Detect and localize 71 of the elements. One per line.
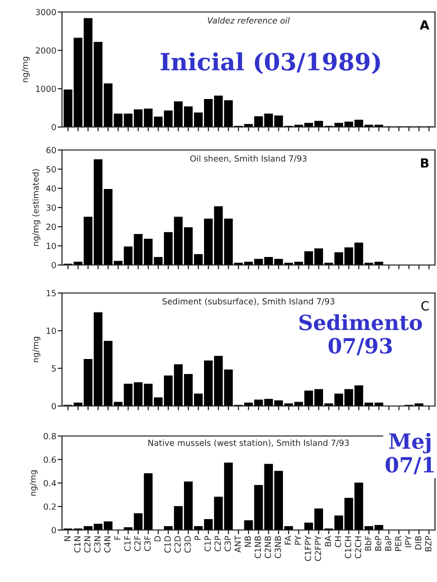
- y-axis-title: ng/mg: [22, 56, 30, 82]
- x-tick-label: BaP: [385, 536, 392, 551]
- x-tick-label: BeP: [375, 536, 382, 551]
- x-tick-label: C3NB: [274, 536, 281, 558]
- x-tick-label: C3F: [144, 536, 151, 551]
- x-tick-label: C3N: [94, 536, 101, 552]
- y-tick-label: 0.6: [44, 456, 56, 463]
- text: Sediment (subsurface), Smith Island 7/93: [162, 298, 334, 306]
- y-tick-label: 5: [52, 365, 56, 372]
- x-tick-label: C1CH: [344, 536, 352, 558]
- y-tick-label: 0.4: [44, 480, 56, 486]
- x-tick-label: C1N: [74, 536, 80, 552]
- x-tick-label: C1P: [204, 536, 211, 552]
- chart-title: Native mussels (west station), Smith Island 7/93: [148, 439, 349, 447]
- x-tick-label: C1FPY: [304, 536, 312, 561]
- y-tick-label: 10: [46, 328, 56, 334]
- y-tick-label: 0: [52, 262, 56, 268]
- x-tick-label: C3D: [184, 536, 191, 553]
- y-tick-label: 15: [46, 290, 56, 296]
- x-tick-label: C4N: [104, 536, 111, 552]
- y-tick-label: 1000: [36, 86, 56, 92]
- x-tick-label: ANT: [234, 536, 241, 553]
- x-tick-label: C3P: [224, 536, 231, 552]
- y-tick-label: 10: [46, 242, 56, 250]
- annotation: Mej 07/1: [386, 432, 434, 474]
- y-axis-title: ng/mg (estimated): [32, 169, 40, 246]
- y-tick-label: 0.2: [44, 503, 56, 510]
- x-tick-label: CH: [334, 536, 342, 548]
- y-tick-label: 20: [46, 224, 56, 230]
- x-tick-label: BA: [324, 536, 332, 546]
- y-tick-label: 0.8: [44, 432, 56, 440]
- text: Oil sheen, Smith Island 7/93: [190, 155, 307, 162]
- x-tick-label: C2N: [84, 536, 90, 552]
- x-tick-label: C1NB: [254, 536, 261, 558]
- x-tick-label: IPY: [405, 536, 412, 548]
- x-tick-label: PY: [294, 536, 301, 545]
- x-tick-label: PER: [395, 536, 402, 551]
- x-tick-label: C2P: [214, 536, 221, 552]
- x-tick-label: C2NB: [264, 536, 271, 558]
- x-tick-label: C2F: [134, 536, 141, 551]
- y-tick-label: 60: [46, 146, 56, 154]
- x-tick-label: NB: [244, 536, 251, 547]
- y-axis-title: ng/mg: [32, 336, 40, 362]
- x-tick-label: C2CH: [354, 536, 362, 558]
- y-tick-label: 40: [46, 185, 56, 192]
- x-tick-label: BZP: [425, 536, 432, 552]
- x-tick-label: BbF: [364, 536, 372, 551]
- annotation: Sedimento 07/93: [299, 314, 422, 356]
- x-tick-label: DIB: [415, 536, 422, 550]
- y-tick-label: 0: [52, 402, 56, 410]
- annotation: C: [421, 301, 429, 311]
- y-tick-label: 0: [52, 124, 56, 130]
- x-tick-label: N: [64, 536, 70, 541]
- x-tick-label: D: [154, 536, 161, 542]
- x-tick-label: C2FPY: [314, 536, 322, 561]
- x-tick-label: C1F: [124, 536, 131, 551]
- y-tick-label: 30: [46, 204, 56, 211]
- x-tick-label: FA: [284, 536, 291, 544]
- annotation: Inicial (03/1989): [160, 52, 380, 74]
- y-tick-label: 3000: [36, 8, 56, 16]
- x-tick-label: C1D: [164, 536, 171, 553]
- x-tick-label: C2D: [174, 536, 181, 553]
- y-tick-label: 50: [46, 166, 56, 172]
- x-tick-label: F: [114, 536, 120, 540]
- y-tick-label: 2000: [36, 47, 56, 54]
- annotation: B: [421, 158, 429, 168]
- text: Valdez reference oil: [208, 17, 290, 24]
- x-tick-label: P: [194, 536, 201, 540]
- y-tick-label: 0: [52, 526, 56, 534]
- annotation: A: [420, 20, 430, 30]
- y-axis-title: ng/mg: [30, 470, 38, 496]
